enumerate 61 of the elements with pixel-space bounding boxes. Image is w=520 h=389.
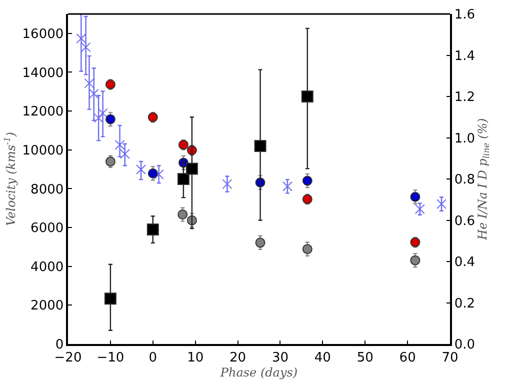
point [76, 33, 86, 44]
point [414, 204, 425, 214]
y-tick-label: 0 [55, 338, 64, 353]
point [104, 292, 116, 305]
point [410, 192, 420, 202]
point [148, 112, 158, 122]
point [436, 199, 447, 210]
y2-tick-label: 1.0 [454, 131, 476, 146]
x-tick-label: 30 [272, 350, 288, 366]
x-tick-label: −20 [54, 350, 82, 366]
point [105, 79, 116, 90]
point [178, 140, 188, 150]
y2-tick-label: 1.2 [454, 90, 476, 106]
y-tick-label: 12000 [22, 104, 64, 120]
x-tick-label: 0 [148, 350, 158, 366]
point [410, 237, 420, 248]
y-tick-label: 6000 [30, 221, 64, 236]
point [88, 88, 99, 99]
point [178, 210, 188, 220]
point [255, 238, 266, 248]
point [146, 224, 159, 236]
point [282, 181, 292, 192]
y-tick-label: 10000 [22, 143, 64, 158]
point [84, 78, 94, 88]
x-tick-label: −10 [96, 350, 124, 366]
y2-tick-label: 0.4 [454, 255, 476, 270]
point [301, 90, 314, 102]
point [105, 114, 116, 124]
y-tick-label: 2000 [30, 298, 64, 314]
x-tick-label: 10 [187, 350, 204, 366]
y2-tick-label: 0.6 [454, 214, 476, 229]
point [410, 255, 420, 266]
point [136, 164, 146, 174]
x-tick-label: 20 [230, 350, 246, 366]
point [302, 244, 312, 254]
y-tick-label: 4000 [30, 260, 64, 275]
point [302, 194, 312, 204]
point [154, 169, 164, 180]
point [148, 168, 158, 178]
x-tick-label: 70 [442, 350, 458, 366]
x-tick-label: 40 [314, 350, 331, 366]
y2-tick-label: 1.6 [454, 8, 476, 23]
y2-tick-label: 1.4 [454, 48, 476, 64]
point [177, 173, 190, 185]
x-axis-title: Phase (days) [219, 365, 298, 380]
point [114, 140, 125, 150]
point [105, 156, 116, 167]
point [186, 162, 198, 175]
point [254, 140, 266, 152]
point [222, 179, 232, 190]
y2-tick-label: 0.0 [454, 338, 476, 353]
point [80, 42, 91, 52]
y2-tick-label: 0.8 [454, 172, 476, 188]
y-tick-label: 8000 [30, 182, 64, 198]
y-tick-label: 16000 [22, 26, 64, 42]
point [98, 108, 108, 118]
x-tick-label: 60 [399, 350, 416, 366]
y-tick-label: 14000 [22, 66, 64, 81]
point [302, 176, 312, 186]
x-tick-label: 50 [356, 350, 374, 366]
y2-tick-label: 0.2 [454, 296, 476, 312]
